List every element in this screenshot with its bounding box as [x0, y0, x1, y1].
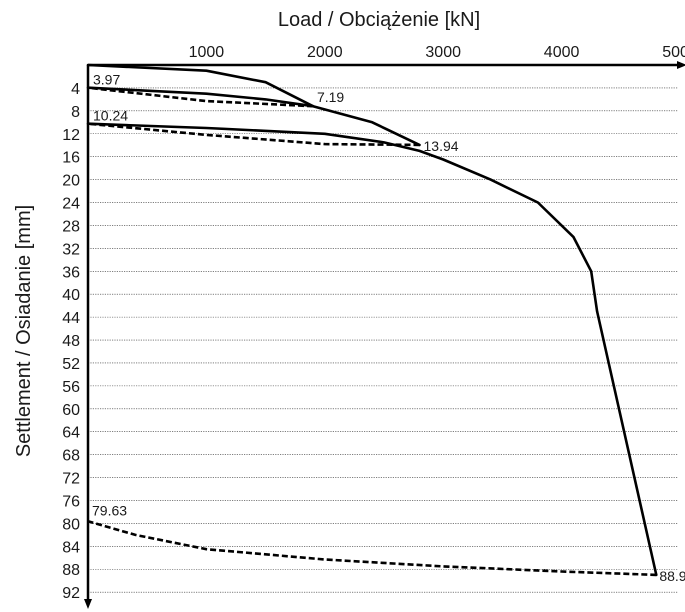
y-tick-label: 40	[62, 287, 80, 304]
unloading-curve	[87, 520, 657, 577]
y-tick-label: 16	[62, 150, 80, 167]
value-annotation: 88.98	[659, 568, 685, 584]
x-axis-title: Load / Obciążenie [kN]	[278, 9, 480, 31]
y-tick-label: 76	[62, 493, 80, 510]
value-annotation: 79.63	[92, 502, 127, 518]
value-annotation: 3.97	[93, 72, 120, 88]
y-axis-title: Settlement / Osiadanie [mm]	[13, 205, 35, 457]
x-tick-label: 3000	[425, 44, 461, 61]
y-tick-label: 72	[62, 471, 80, 488]
point-annotations: 3.97 7.19 10.24 13.94 79.63 88.98	[92, 72, 685, 584]
x-tick-label: 5000	[662, 44, 685, 61]
y-tick-label: 88	[62, 562, 80, 579]
x-tick-label: 4000	[544, 44, 580, 61]
y-tick-labels: 4812162024283236404448525660646872768084…	[62, 81, 80, 602]
y-tick-label: 60	[62, 402, 80, 419]
y-tick-label: 36	[62, 264, 80, 281]
loading-curve	[86, 122, 658, 577]
axes	[84, 61, 685, 609]
x-tick-label: 2000	[307, 44, 343, 61]
loading-curve	[311, 104, 421, 147]
y-tick-label: 12	[62, 127, 80, 144]
y-tick-label: 56	[62, 379, 80, 396]
y-tick-label: 44	[62, 310, 80, 327]
loading-curve	[86, 63, 315, 108]
value-annotation: 13.94	[424, 138, 459, 154]
y-tick-label: 68	[62, 448, 80, 465]
y-tick-label: 4	[71, 81, 80, 98]
y-tick-label: 24	[62, 196, 80, 213]
value-annotation: 10.24	[93, 108, 128, 124]
x-tick-labels: 1000 2000 3000 4000 5000	[189, 44, 685, 61]
unloading-curve	[87, 122, 420, 147]
y-tick-label: 28	[62, 218, 80, 235]
y-tick-label: 80	[62, 516, 80, 533]
x-tick-label: 1000	[189, 44, 225, 61]
data-series	[86, 63, 658, 577]
y-tick-label: 32	[62, 241, 80, 258]
grid-lines	[88, 87, 678, 593]
value-annotation: 7.19	[317, 89, 344, 105]
loading-curve	[86, 86, 315, 108]
y-tick-label: 20	[62, 173, 80, 190]
y-tick-label: 8	[71, 104, 80, 121]
y-tick-label: 52	[62, 356, 80, 373]
y-tick-label: 84	[62, 539, 80, 556]
y-tick-label: 48	[62, 333, 80, 350]
y-tick-label: 64	[62, 425, 80, 442]
y-tick-label: 92	[62, 585, 80, 602]
